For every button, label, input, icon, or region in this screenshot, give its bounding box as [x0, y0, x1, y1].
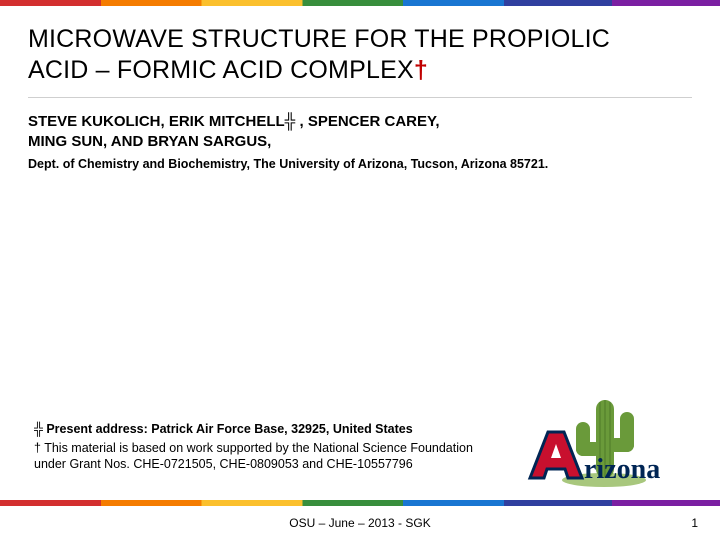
- bottom-accent-bar: [0, 500, 720, 506]
- slide-title: MICROWAVE STRUCTURE FOR THE PROPIOLIC AC…: [28, 24, 692, 87]
- footnote-1-text: Present address: Patrick Air Force Base,…: [43, 422, 413, 436]
- footer-text: OSU – June – 2013 - SGK: [0, 516, 720, 530]
- logo-text: rizona: [584, 454, 660, 485]
- footnote-1-symbol: ╬: [34, 422, 43, 436]
- title-line-2: ACID – FORMIC ACID COMPLEX: [28, 56, 414, 84]
- authors-ddagger: ╬: [285, 114, 296, 130]
- footnote-2-symbol: †: [34, 441, 41, 455]
- footnotes: ╬ Present address: Patrick Air Force Bas…: [34, 421, 474, 472]
- footnote-2-text: This material is based on work supported…: [34, 441, 473, 471]
- letter-a-icon: [530, 432, 582, 478]
- authors-part-2: , SPENCER CAREY,: [295, 113, 439, 130]
- footnote-1: ╬ Present address: Patrick Air Force Bas…: [34, 421, 474, 437]
- title-dagger: †: [414, 56, 428, 84]
- authors-part-1: STEVE KUKOLICH, ERIK MITCHELL: [28, 113, 285, 130]
- authors: STEVE KUKOLICH, ERIK MITCHELL╬ , SPENCER…: [28, 112, 692, 152]
- title-underline: [28, 97, 692, 98]
- affiliation: Dept. of Chemistry and Biochemistry, The…: [28, 156, 692, 172]
- arizona-logo: rizona: [524, 382, 694, 492]
- slide-body: MICROWAVE STRUCTURE FOR THE PROPIOLIC AC…: [0, 6, 720, 182]
- page-number: 1: [691, 516, 698, 530]
- authors-line-2: MING SUN, AND BRYAN SARGUS,: [28, 133, 271, 150]
- title-line-1: MICROWAVE STRUCTURE FOR THE PROPIOLIC: [28, 25, 610, 53]
- footnote-2: † This material is based on work support…: [34, 440, 474, 473]
